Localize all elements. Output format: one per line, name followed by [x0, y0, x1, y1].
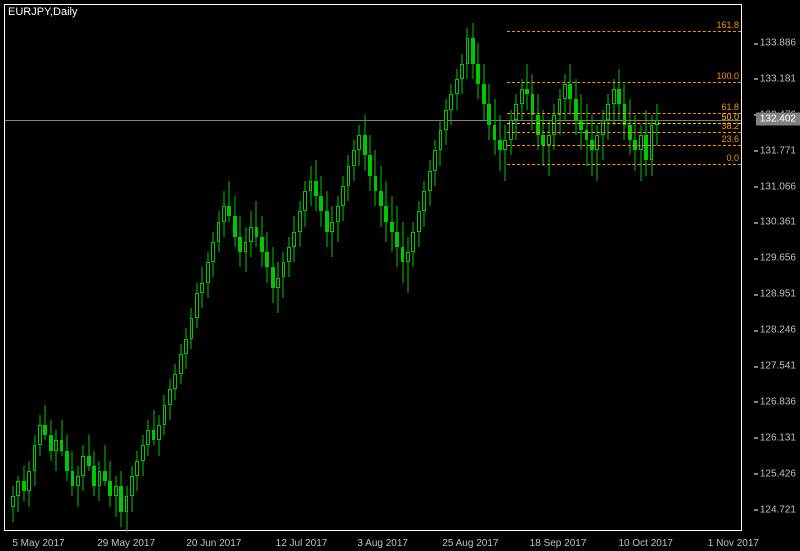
- x-tick-label: 12 Jul 2017: [276, 538, 328, 549]
- fib-label: 38.2: [721, 121, 739, 131]
- y-tick-label: 133.886: [760, 38, 796, 49]
- y-tick-label: 128.246: [760, 325, 796, 336]
- y-tick-label: 130.361: [760, 217, 796, 228]
- y-tick-label: 128.951: [760, 289, 796, 300]
- chart-title: EURJPY,Daily: [8, 6, 78, 18]
- x-tick-label: 5 May 2017: [12, 538, 64, 549]
- fib-line: [507, 164, 741, 165]
- current-price-box: 132.402: [756, 112, 800, 125]
- y-tick-label: 124.721: [760, 504, 796, 515]
- fib-label: 161.8: [716, 20, 739, 30]
- fib-line: [507, 132, 741, 133]
- x-tick-label: 25 Aug 2017: [442, 538, 498, 549]
- fib-label: 61.8: [721, 102, 739, 112]
- fib-label: 0.0: [726, 153, 739, 163]
- chart-container: 161.8 100.0 61.850.038.2 23.6 0.0: [4, 4, 742, 531]
- plot-area[interactable]: 161.8 100.0 61.850.038.2 23.6 0.0: [5, 23, 741, 530]
- y-tick-label: 125.426: [760, 468, 796, 479]
- fib-line: [507, 82, 741, 83]
- fib-line: [507, 145, 741, 146]
- y-tick-label: 131.771: [760, 145, 796, 156]
- x-tick-label: 20 Jun 2017: [186, 538, 241, 549]
- fib-label: 50.0: [721, 112, 739, 122]
- fib-line: [507, 123, 741, 124]
- x-axis: 5 May 2017 29 May 2017 20 Jun 2017 12 Jul 2…: [4, 533, 742, 551]
- fib-label: 23.6: [721, 134, 739, 144]
- y-axis: 133.886133.181132.476131.771131.066130.3…: [744, 4, 800, 531]
- fib-label: 100.0: [716, 71, 739, 81]
- y-tick-label: 133.181: [760, 73, 796, 84]
- x-tick-label: 29 May 2017: [97, 538, 155, 549]
- y-tick-label: 127.541: [760, 361, 796, 372]
- x-tick-label: 10 Oct 2017: [618, 538, 672, 549]
- fib-line: [507, 31, 741, 32]
- y-tick-label: 126.131: [760, 432, 796, 443]
- x-tick-label: 18 Sep 2017: [530, 538, 587, 549]
- y-tick-label: 131.066: [760, 181, 796, 192]
- y-tick-label: 129.656: [760, 253, 796, 264]
- x-tick-label: 1 Nov 2017: [708, 538, 759, 549]
- current-price-line: [5, 120, 741, 121]
- fib-line: [507, 113, 741, 114]
- x-tick-label: 3 Aug 2017: [357, 538, 408, 549]
- y-tick-label: 126.836: [760, 396, 796, 407]
